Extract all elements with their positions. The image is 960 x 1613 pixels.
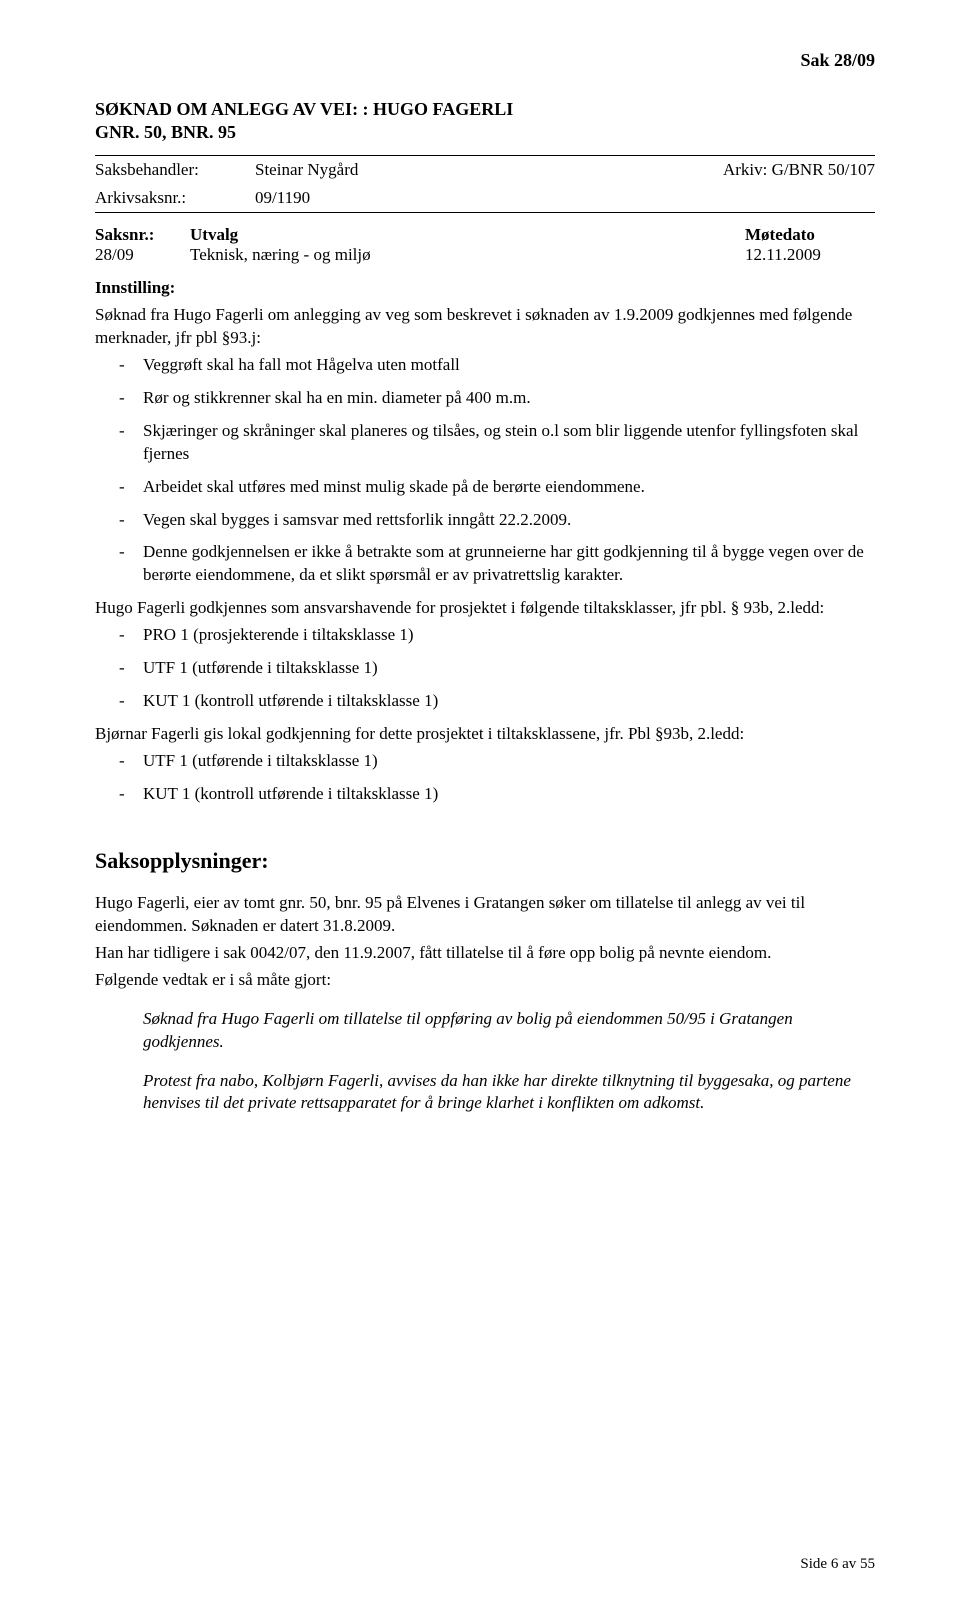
col-motedato: Møtedato (745, 225, 875, 245)
col-saksnr: Saksnr.: (95, 225, 190, 245)
list-item: Denne godkjennelsen er ikke å betrakte s… (143, 541, 875, 587)
meta-row-2: Arkivsaksnr.: 09/1190 (95, 184, 875, 212)
bullet-list-3: UTF 1 (utførende i tiltaksklasse 1) KUT … (95, 750, 875, 806)
list-item: Rør og stikkrenner skal ha en min. diame… (143, 387, 875, 410)
list-item: PRO 1 (prosjekterende i tiltaksklasse 1) (143, 624, 875, 647)
bullet-list-1: Veggrøft skal ha fall mot Hågelva uten m… (95, 354, 875, 588)
arkivsaksnr-value: 09/1190 (255, 188, 495, 208)
saksnr-value: 28/09 (95, 245, 190, 265)
innstilling-p2: Hugo Fagerli godkjennes som ansvarshaven… (95, 597, 875, 620)
list-item: Arbeidet skal utføres med minst mulig sk… (143, 476, 875, 499)
saksopp-p2: Han har tidligere i sak 0042/07, den 11.… (95, 942, 875, 965)
saksopp-p3: Følgende vedtak er i så måte gjort: (95, 969, 875, 992)
innstilling-p1: Søknad fra Hugo Fagerli om anlegging av … (95, 304, 875, 350)
arkivsaksnr-label: Arkivsaksnr.: (95, 188, 255, 208)
saksopp-p1: Hugo Fagerli, eier av tomt gnr. 50, bnr.… (95, 892, 875, 938)
quote-p1: Søknad fra Hugo Fagerli om tillatelse ti… (143, 1008, 875, 1054)
innstilling-p3: Bjørnar Fagerli gis lokal godkjenning fo… (95, 723, 875, 746)
innstilling-label: Innstilling: (95, 277, 875, 300)
saksopplysninger-heading: Saksopplysninger: (95, 848, 875, 874)
list-item: KUT 1 (kontroll utførende i tiltaksklass… (143, 690, 875, 713)
list-item: UTF 1 (utførende i tiltaksklasse 1) (143, 750, 875, 773)
col-utvalg: Utvalg (190, 225, 745, 245)
quote-block: Søknad fra Hugo Fagerli om tillatelse ti… (143, 1008, 875, 1116)
list-item: Vegen skal bygges i samsvar med rettsfor… (143, 509, 875, 532)
saksbehandler-value: Steinar Nygård (255, 160, 495, 180)
utvalg-row: 28/09 Teknisk, næring - og miljø 12.11.2… (95, 245, 875, 265)
title-line2: GNR. 50, BNR. 95 (95, 122, 875, 143)
utvalg-value: Teknisk, næring - og miljø (190, 245, 745, 265)
arkiv-label: Arkiv: G/BNR 50/107 (723, 160, 875, 180)
meta-row-1: Saksbehandler: Steinar Nygård Arkiv: G/B… (95, 156, 875, 184)
saksbehandler-label: Saksbehandler: (95, 160, 255, 180)
utvalg-header: Saksnr.: Utvalg Møtedato (95, 225, 875, 245)
list-item: Veggrøft skal ha fall mot Hågelva uten m… (143, 354, 875, 377)
motedato-value: 12.11.2009 (745, 245, 875, 265)
quote-p2: Protest fra nabo, Kolbjørn Fagerli, avvi… (143, 1070, 875, 1116)
page-footer: Side 6 av 55 (800, 1556, 875, 1573)
list-item: Skjæringer og skråninger skal planeres o… (143, 420, 875, 466)
sak-header: Sak 28/09 (95, 50, 875, 71)
title-line1: SØKNAD OM ANLEGG AV VEI: : HUGO FAGERLI (95, 99, 875, 120)
document-page: Sak 28/09 SØKNAD OM ANLEGG AV VEI: : HUG… (0, 0, 960, 1613)
bullet-list-2: PRO 1 (prosjekterende i tiltaksklasse 1)… (95, 624, 875, 713)
list-item: UTF 1 (utførende i tiltaksklasse 1) (143, 657, 875, 680)
list-item: KUT 1 (kontroll utførende i tiltaksklass… (143, 783, 875, 806)
